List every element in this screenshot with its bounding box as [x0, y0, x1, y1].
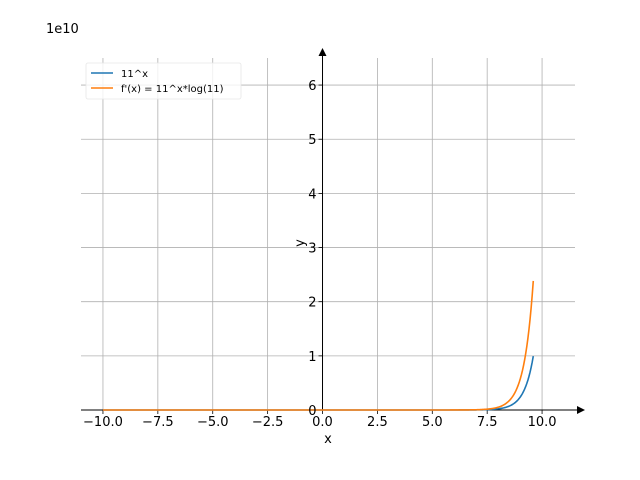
- x-axis-label: x: [324, 432, 332, 447]
- x-tick-label: −5.0: [197, 415, 229, 430]
- y-axis-arrow: [318, 48, 327, 56]
- x-axis-arrow: [577, 406, 585, 414]
- y-tick-label: 0: [308, 404, 316, 419]
- x-tick-label: −10.0: [83, 415, 123, 430]
- legend-label-1: 11^x: [121, 69, 148, 80]
- legend-box: [85, 62, 242, 100]
- x-tick-label: 5.0: [422, 415, 443, 430]
- x-tick-label: 2.5: [367, 415, 388, 430]
- y-tick-label: 2: [308, 296, 316, 311]
- y-tick-label: 6: [308, 79, 316, 94]
- y-tick-label: 1: [308, 350, 316, 365]
- series-line-1: [102, 356, 535, 411]
- x-tick-label: −7.5: [142, 415, 174, 430]
- x-tick-label: 10.0: [528, 415, 557, 430]
- y-tick-label: 4: [308, 187, 316, 202]
- y-axis-label: y: [293, 239, 308, 247]
- series-group: [102, 280, 535, 411]
- legend: 11^x f'(x) = 11^x*log(11): [85, 62, 242, 100]
- x-tick-label: −2.5: [252, 415, 284, 430]
- y-offset-label: 1e10: [46, 22, 79, 37]
- series-line-2: [102, 280, 535, 411]
- x-tick-label: 7.5: [477, 415, 498, 430]
- x-tick-label: 0.0: [312, 415, 333, 430]
- grid: [81, 58, 575, 411]
- legend-label-2: f'(x) = 11^x*log(11): [121, 84, 224, 95]
- y-tick-label: 3: [308, 242, 316, 257]
- y-tick-label: 5: [308, 133, 316, 148]
- tick-labels: −10.0 −7.5 −5.0 −2.5 0.0 2.5 5.0 7.5 10.0 0 1 2 3 4 5 6: [83, 79, 557, 430]
- axes: [81, 48, 585, 414]
